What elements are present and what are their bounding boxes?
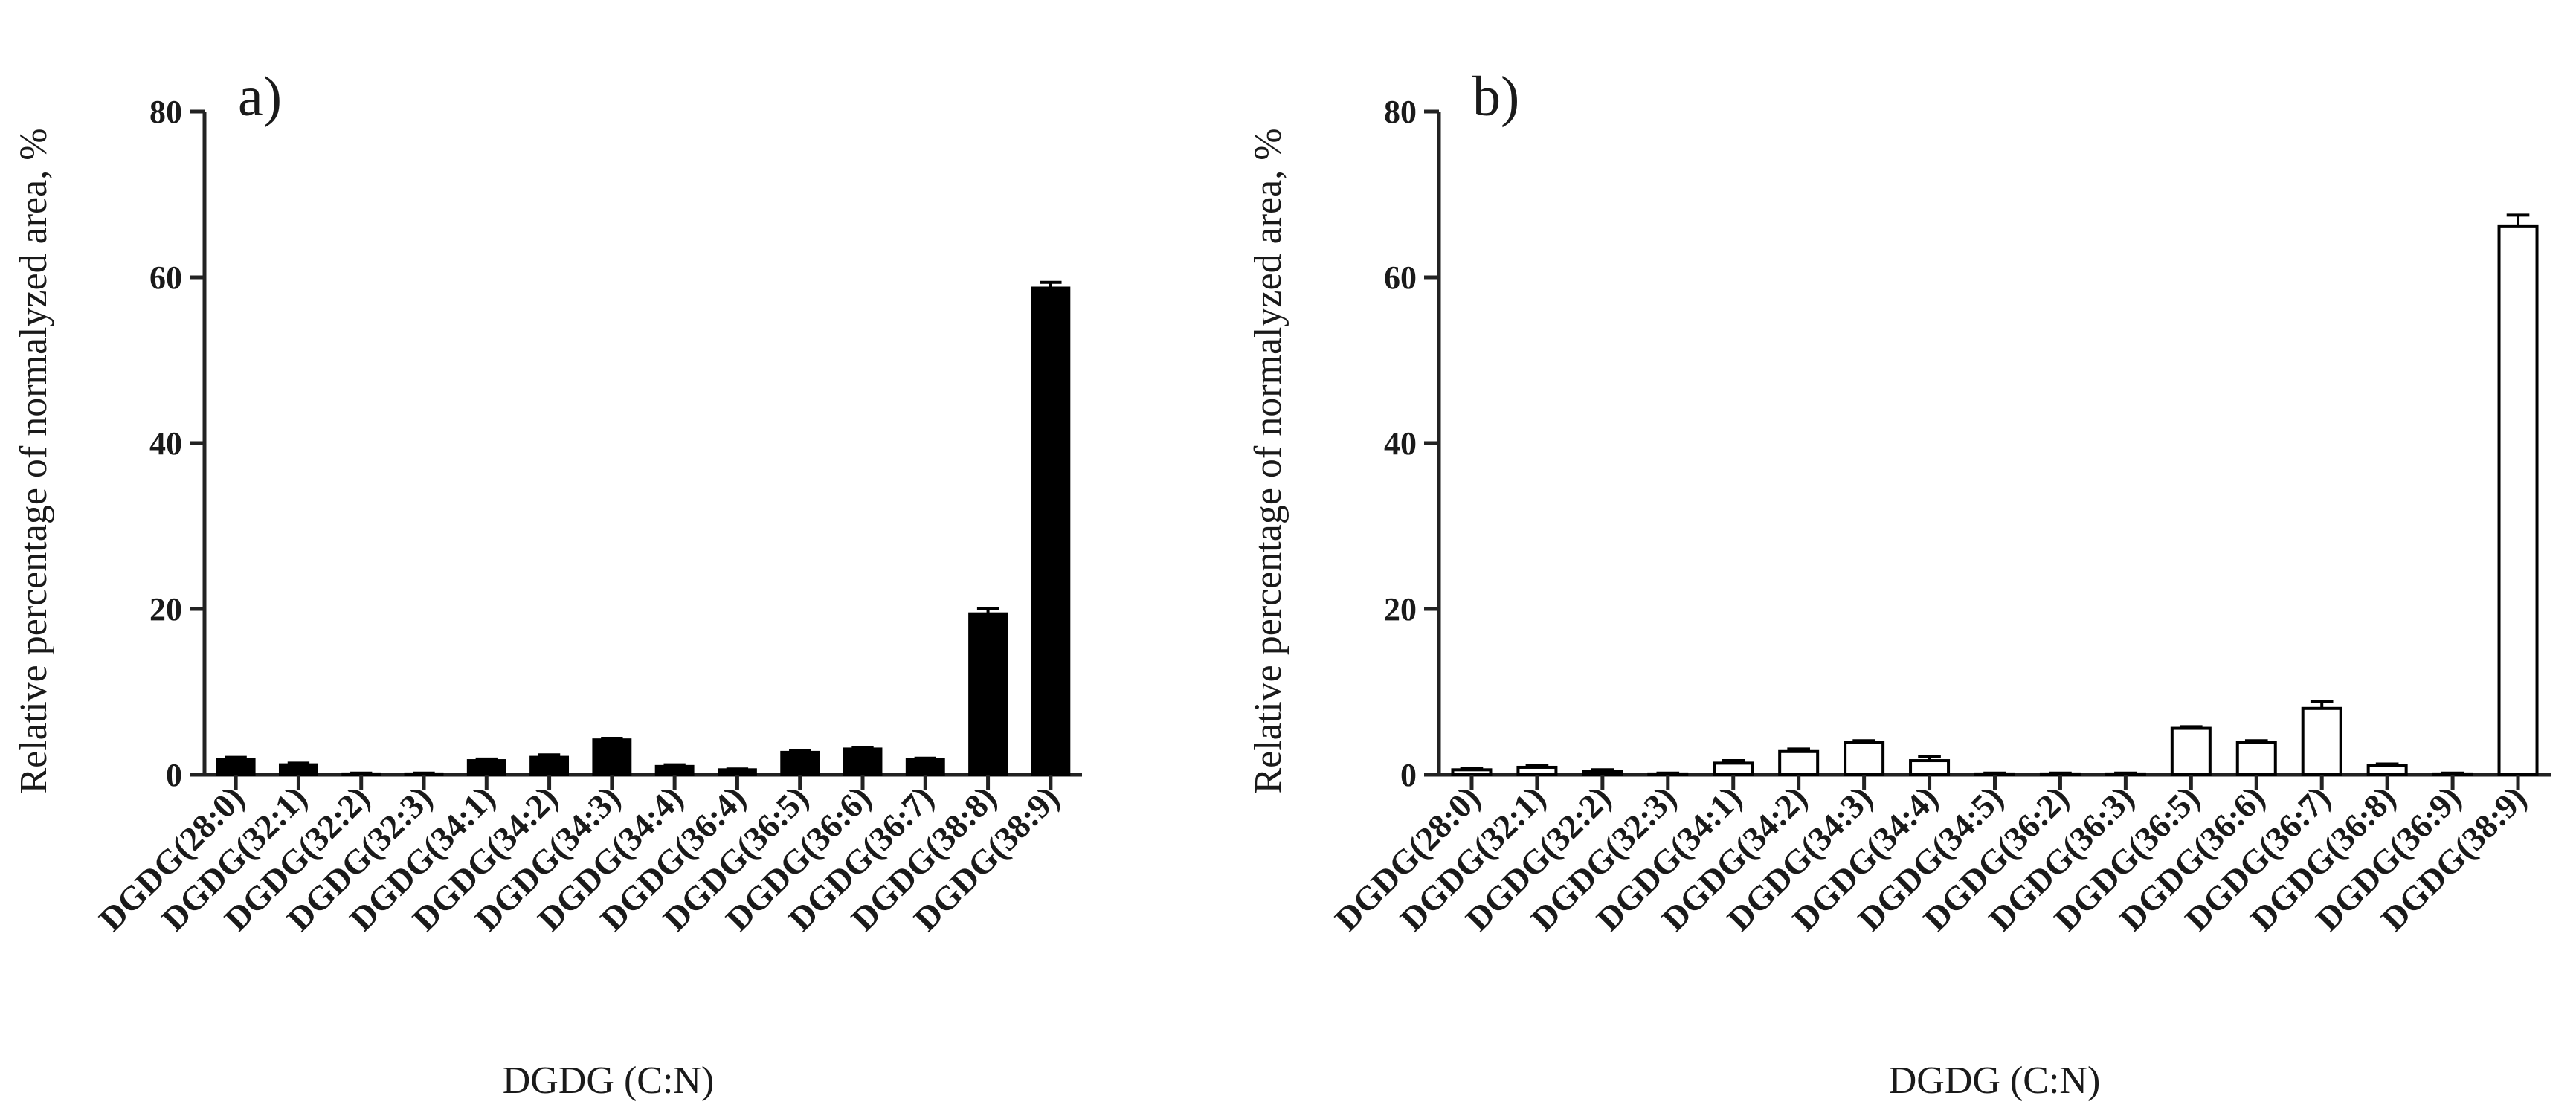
bar-a bbox=[216, 758, 256, 776]
bar-a bbox=[843, 747, 883, 776]
bar-a bbox=[592, 738, 632, 776]
bars-a: 020406080DGDG(28:0)DGDG(32:1)DGDG(32:2)D… bbox=[91, 94, 1082, 938]
bar-b bbox=[2366, 764, 2408, 776]
y-tick-label-a: 20 bbox=[149, 591, 182, 628]
bar-b bbox=[1516, 765, 1558, 776]
y-tick-label-a: 80 bbox=[149, 94, 182, 130]
y-axis-title-b: Relative percentage of normalyzed area, … bbox=[1247, 128, 1289, 793]
chart-panel-a: a) Relative percentage of normalyzed are… bbox=[13, 65, 1082, 1102]
y-tick-label-b: 80 bbox=[1384, 94, 1417, 130]
bar-a bbox=[717, 768, 757, 777]
bar-b bbox=[1451, 768, 1493, 777]
bar-a bbox=[529, 755, 570, 777]
bar-b bbox=[2497, 224, 2539, 776]
bar-b bbox=[2170, 726, 2212, 776]
bar-a bbox=[466, 759, 506, 776]
y-tick-label-a: 60 bbox=[149, 259, 182, 296]
bars-b: 020406080DGDG(28:0)DGDG(32:1)DGDG(32:2)D… bbox=[1327, 94, 2551, 938]
bar-b bbox=[1713, 761, 1754, 777]
bar-a bbox=[1031, 286, 1071, 776]
x-axis-title-b: DGDG (C:N) bbox=[1889, 1060, 2101, 1102]
y-axis-title-a: Relative percentage of normalyzed area, … bbox=[13, 128, 55, 793]
panel-label-a: a) bbox=[238, 65, 282, 128]
y-tick-label-b: 60 bbox=[1384, 259, 1417, 296]
bar-b bbox=[1582, 770, 1623, 777]
y-tick-label-b: 40 bbox=[1384, 425, 1417, 462]
bar-b bbox=[2301, 706, 2342, 776]
x-axis-title-a: DGDG (C:N) bbox=[503, 1060, 715, 1102]
bar-a bbox=[654, 764, 695, 776]
bar-b bbox=[1778, 749, 1820, 777]
bar-a bbox=[968, 612, 1008, 776]
bar-a bbox=[780, 750, 820, 777]
y-tick-label-b: 0 bbox=[1400, 757, 1417, 793]
panel-label-b: b) bbox=[1472, 65, 1519, 128]
y-tick-label-a: 40 bbox=[149, 425, 182, 462]
bar-a bbox=[905, 758, 945, 776]
bar-b bbox=[2235, 741, 2277, 777]
bar-b bbox=[1844, 741, 1885, 777]
y-tick-label-b: 20 bbox=[1384, 591, 1417, 628]
bar-b bbox=[1909, 759, 1951, 776]
bar-a bbox=[278, 763, 318, 776]
chart-panel-b: b) Relative percentage of normalyzed are… bbox=[1247, 65, 2551, 1102]
y-tick-label-a: 0 bbox=[166, 757, 182, 793]
